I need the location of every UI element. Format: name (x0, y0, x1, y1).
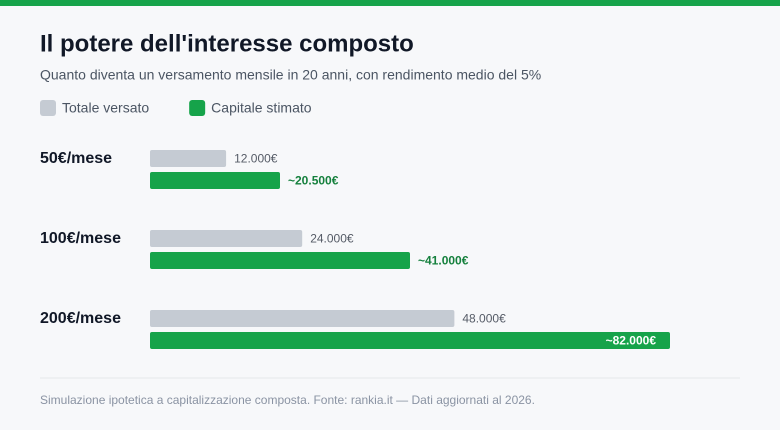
top-accent (0, 0, 780, 6)
category-label: 50€/mese (40, 150, 112, 167)
value-label: 24.000€ (310, 232, 354, 246)
chart-title: Il potere dell'interesse composto (40, 30, 414, 57)
category-label: 100€/mese (40, 230, 121, 247)
bar (150, 332, 670, 349)
bar (150, 230, 303, 247)
value-label: 12.000€ (234, 152, 278, 166)
value-label: ~20.500€ (288, 174, 339, 188)
bar (150, 172, 280, 189)
value-label: ~82.000€ (606, 334, 657, 348)
chart-subtitle: Quanto diventa un versamento mensile in … (40, 67, 541, 83)
legend-label: Totale versato (62, 100, 149, 116)
legend-label: Capitale stimato (211, 100, 312, 116)
bar (150, 310, 455, 327)
value-label: 48.000€ (462, 312, 506, 326)
bar (150, 150, 227, 167)
category-label: 200€/mese (40, 310, 121, 327)
bar (150, 252, 410, 269)
legend-swatch (189, 100, 206, 116)
footnote: Simulazione ipotetica a capitalizzazione… (40, 393, 535, 407)
legend-swatch (40, 100, 56, 116)
value-label: ~41.000€ (418, 254, 469, 268)
